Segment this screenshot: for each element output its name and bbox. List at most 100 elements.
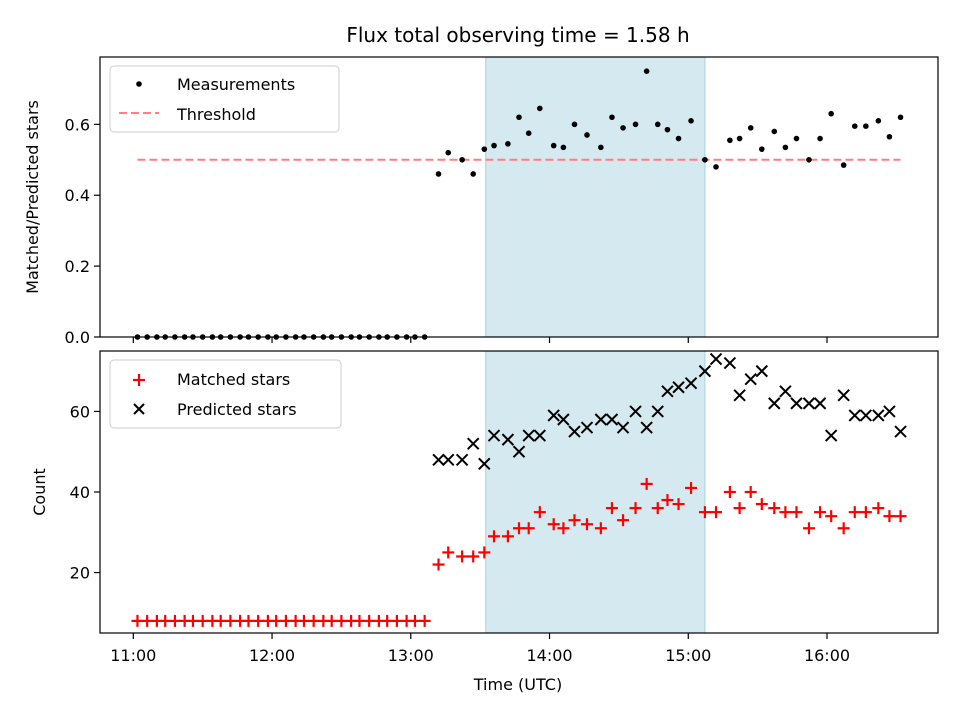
predicted-stars-series xyxy=(432,352,907,471)
measurement-point xyxy=(491,142,497,149)
measurement-point xyxy=(758,146,765,152)
matched-point xyxy=(501,530,514,543)
measurement-point xyxy=(481,146,488,152)
predicted-point xyxy=(512,445,526,458)
legend-measurements-label: Measurements xyxy=(177,75,295,94)
measurement-point xyxy=(727,137,733,144)
matched-point xyxy=(859,506,872,519)
measurement-point xyxy=(817,135,823,142)
x-tick-label: 14:00 xyxy=(526,646,572,665)
measurement-point xyxy=(560,144,567,151)
predicted-point xyxy=(790,397,803,410)
matched-point xyxy=(733,502,746,515)
legend-matched-marker xyxy=(133,374,145,386)
measurement-point xyxy=(571,121,578,128)
highlight-region-top xyxy=(485,56,706,338)
measurement-point xyxy=(537,105,543,112)
x-tick-label: 11:00 xyxy=(110,646,156,665)
top-x-ticks xyxy=(132,337,828,343)
x-tick-label: 15:00 xyxy=(665,646,711,665)
predicted-point xyxy=(744,372,757,386)
bottom-legend-box xyxy=(109,359,342,429)
measurement-point xyxy=(702,156,708,163)
matched-point xyxy=(802,522,815,535)
predicted-point xyxy=(723,356,737,370)
y-tick-label: 0.6 xyxy=(65,115,90,134)
measurement-point xyxy=(435,171,442,177)
matched-point xyxy=(557,522,570,535)
measurement-point xyxy=(675,135,682,142)
x-tick-label: 16:00 xyxy=(804,646,850,665)
predicted-point xyxy=(698,364,712,378)
matched-point xyxy=(640,477,653,490)
predicted-point xyxy=(478,457,491,471)
matched-point xyxy=(814,506,827,519)
measurement-point xyxy=(643,68,650,74)
matched-point xyxy=(848,506,861,519)
matched-point xyxy=(533,506,546,519)
measurement-point xyxy=(664,126,671,133)
top-legend: Measurements Threshold xyxy=(109,65,340,133)
measurement-point xyxy=(525,130,532,137)
matched-point xyxy=(605,502,618,515)
measurement-point xyxy=(654,121,661,128)
x-tick-label: 12:00 xyxy=(249,646,295,665)
matched-point xyxy=(478,546,491,559)
predicted-point xyxy=(594,413,608,426)
matched-point xyxy=(790,506,803,519)
matched-point xyxy=(825,510,838,523)
bottom-x-ticks: 11:00 12:00 13:00 14:00 15:00 16:00 xyxy=(110,633,850,665)
top-y-ticks: 0.0 0.2 0.4 0.6 xyxy=(65,115,100,347)
predicted-point xyxy=(824,429,838,442)
measurement-point xyxy=(863,123,869,129)
y-tick-label: 0.0 xyxy=(65,328,90,347)
matched-point xyxy=(710,506,723,519)
matched-point xyxy=(617,514,630,527)
predicted-point xyxy=(779,385,792,398)
predicted-point xyxy=(872,409,885,422)
matched-point xyxy=(651,502,664,515)
y-tick-label: 60 xyxy=(70,402,90,421)
matched-point xyxy=(456,550,469,563)
legend-measurements-marker xyxy=(136,81,142,87)
predicted-point xyxy=(432,453,445,466)
measurement-point xyxy=(782,144,789,151)
predicted-point xyxy=(522,429,535,442)
predicted-point xyxy=(768,397,781,410)
y-tick-label: 40 xyxy=(70,483,90,502)
matched-point xyxy=(580,518,593,531)
matched-point xyxy=(872,502,885,515)
predicted-point xyxy=(684,377,698,390)
predicted-point xyxy=(442,453,455,466)
matched-point xyxy=(723,486,736,498)
measurement-point xyxy=(793,135,800,142)
measurement-point xyxy=(620,125,626,131)
legend-predicted-label: Predicted stars xyxy=(177,400,297,419)
measurement-point xyxy=(713,164,719,170)
y-tick-label: 20 xyxy=(70,564,90,583)
legend-matched-label: Matched stars xyxy=(177,370,290,389)
matched-point xyxy=(672,498,685,511)
predicted-point xyxy=(651,405,664,418)
bottom-legend: Matched stars Predicted stars xyxy=(109,359,342,429)
measurement-point xyxy=(771,128,778,135)
matched-point xyxy=(744,486,757,498)
matched-point xyxy=(594,522,607,535)
matched-point xyxy=(418,614,431,627)
matched-point xyxy=(547,518,560,531)
predicted-point xyxy=(533,429,547,442)
predicted-point xyxy=(568,425,581,438)
predicted-point xyxy=(640,421,653,434)
predicted-point xyxy=(894,425,907,438)
bottom-panel: 20 40 60 11:00 12:00 13:00 14:00 15:00 16:00 Co… xyxy=(30,350,939,694)
legend-predicted-marker xyxy=(133,403,145,415)
predicted-point xyxy=(837,389,850,402)
predicted-point xyxy=(605,413,619,426)
matched-point xyxy=(442,546,455,559)
predicted-point xyxy=(629,405,642,418)
top-axes-frame xyxy=(99,56,939,338)
matched-point xyxy=(883,510,896,523)
x-axis-label: Time (UTC) xyxy=(473,675,562,694)
matched-point xyxy=(894,510,907,523)
predicted-point xyxy=(672,381,685,394)
